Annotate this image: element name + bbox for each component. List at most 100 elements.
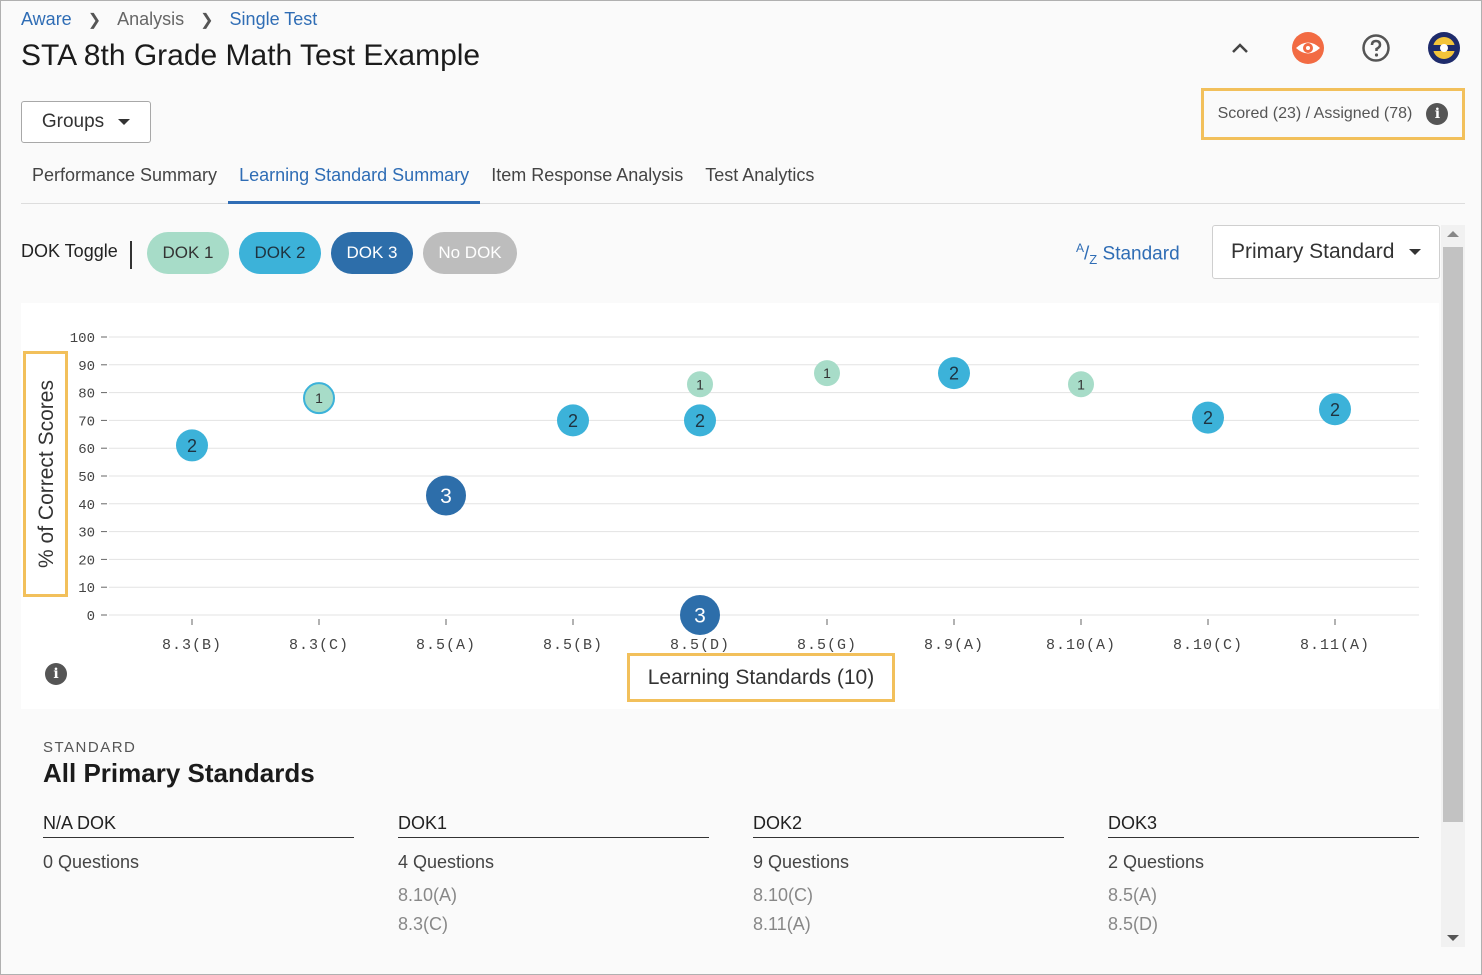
info-icon[interactable]: i [1426,103,1449,125]
x-tick-label: 8.5(D) [670,637,730,654]
standard-item[interactable]: 8.11(A) [753,914,811,934]
eye-icon[interactable] [1289,29,1327,67]
data-point-dok1 [814,360,840,387]
y-tick-label: 60 [78,442,95,458]
data-point-dok2 [684,404,716,437]
dok1-chip[interactable]: DOK 1 [147,232,229,274]
data-point-label: 2 [187,436,197,456]
x-axis-label: Learning Standards (10) [627,653,895,702]
tab-bar: Performance Summary Learning Standard Su… [21,159,1465,204]
standard-caption: STANDARD [43,739,137,756]
y-tick-label: 20 [78,553,95,569]
tab-learning-standard-summary[interactable]: Learning Standard Summary [228,159,481,204]
standard-item[interactable]: 8.5(A) [1108,885,1158,905]
breadcrumb-analysis: Analysis [117,9,185,29]
dok3-chip[interactable]: DOK 3 [331,232,413,274]
x-tick-label: 8.10(C) [1173,637,1243,654]
column-heading: DOK1 [398,813,709,838]
data-point-dok2 [176,429,208,462]
standard-item[interactable]: 8.5(D) [1108,914,1159,934]
x-tick-label: 8.5(G) [797,637,857,654]
data-point-label: 2 [1330,400,1340,420]
question-count: 2 Questions [1108,852,1205,872]
y-tick-label: 10 [78,581,95,597]
data-point-dok2 [1192,401,1224,434]
data-point-dok3 [680,595,720,635]
primary-standard-value: Primary Standard [1231,240,1395,263]
data-point-label: 1 [315,390,323,406]
chevron-right-icon: ❯ [87,11,102,29]
tab-test-analytics[interactable]: Test Analytics [705,165,815,185]
y-axis-label-highlight: % of Correct Scores [23,351,68,597]
chart-panel: 0 10 20 30 40 50 60 70 80 90 100 8.3(B) 8.3(C) 8.5(A)… [21,303,1439,709]
y-axis-label: % of Correct Scores [35,380,58,568]
page-title: STA 8th Grade Math Test Example [21,39,481,72]
sort-slash-glyph: / [1084,243,1090,265]
x-tick-label: 8.5(B) [543,637,603,654]
dok-column-1: DOK1 4 Questions 8.10(A) 8.3(C) [398,813,709,935]
y-tick-label: 100 [70,331,95,347]
data-point-label: 2 [949,364,959,384]
question-count: 0 Questions [43,852,140,872]
no-dok-chip[interactable]: No DOK [423,232,517,274]
data-point-label: 1 [696,376,704,392]
scroll-down-arrow-icon[interactable] [1447,935,1459,941]
data-point-label: 1 [1077,376,1085,392]
dok-column-na: N/A DOK 0 Questions [43,813,354,873]
tab-performance-summary[interactable]: Performance Summary [32,165,218,185]
scroll-thumb[interactable] [1443,247,1463,822]
primary-standard-select[interactable]: Primary Standard [1212,225,1440,279]
dok2-chip[interactable]: DOK 2 [239,232,321,274]
chevron-up-icon[interactable] [1221,29,1259,67]
breadcrumb-single-test[interactable]: Single Test [229,9,318,29]
chevron-right-icon: ❯ [200,11,214,29]
data-point-dok2 [557,404,589,437]
data-point-dok1 [303,382,335,415]
data-point-label: 1 [823,365,831,381]
chart-info-icon[interactable]: i [45,663,67,685]
tab-item-response-analysis[interactable]: Item Response Analysis [491,165,684,185]
x-tick-label: 8.9(A) [924,637,984,654]
y-tick-label: 70 [78,414,95,430]
standard-title: All Primary Standards [43,758,315,788]
y-tick-label: 40 [78,498,95,514]
scored-assigned-text: Scored (23) / Assigned (78) [1217,105,1413,122]
caret-down-icon [118,119,131,125]
data-point-label: 3 [440,485,452,508]
data-point-label: 2 [695,411,705,431]
y-tick-label: 50 [78,470,95,486]
x-tick-label: 8.5(A) [416,637,476,654]
breadcrumb: Aware ❯ Analysis ❯ Single Test [21,9,317,30]
standard-item[interactable]: 8.10(C) [753,885,814,905]
question-count: 9 Questions [753,852,850,872]
standard-item[interactable]: 8.10(A) [398,885,458,905]
data-point-label: 3 [694,605,706,628]
dok-column-2: DOK2 9 Questions 8.10(C) 8.11(A) [753,813,1064,935]
column-heading: N/A DOK [43,813,354,838]
data-point-dok1 [687,371,713,398]
breadcrumb-aware[interactable]: Aware [21,9,72,29]
groups-dropdown[interactable]: Groups [21,101,151,143]
column-heading: DOK3 [1108,813,1419,838]
scroll-up-arrow-icon[interactable] [1447,231,1459,237]
x-tick-label: 8.3(B) [162,637,222,654]
dok-column-3: DOK3 2 Questions 8.5(A) 8.5(D) [1108,813,1419,935]
sort-z-glyph: Z [1089,252,1098,268]
sort-standard-button[interactable]: A/Z Standard [1076,241,1180,267]
help-icon[interactable] [1357,29,1395,67]
standard-item[interactable]: 8.3(C) [398,914,449,934]
y-tick-label: 90 [78,359,95,375]
groups-label: Groups [41,111,105,132]
avatar[interactable] [1425,29,1463,67]
y-tick-label: 30 [78,526,95,542]
caret-down-icon [1409,249,1421,255]
data-point-dok2 [938,357,970,390]
x-tick-label: 8.10(A) [1046,637,1116,654]
sort-standard-label: Standard [1097,243,1180,265]
scrollbar[interactable] [1441,225,1465,947]
data-point-dok2 [1319,393,1351,426]
y-axis-label-svg: % of Correct Scores [35,380,58,568]
data-point-label: 2 [1203,408,1213,428]
learning-standards-scatter-chart: 0 10 20 30 40 50 60 70 80 90 100 8.3(B) 8.3(C) 8.5(A)… [70,331,1419,654]
